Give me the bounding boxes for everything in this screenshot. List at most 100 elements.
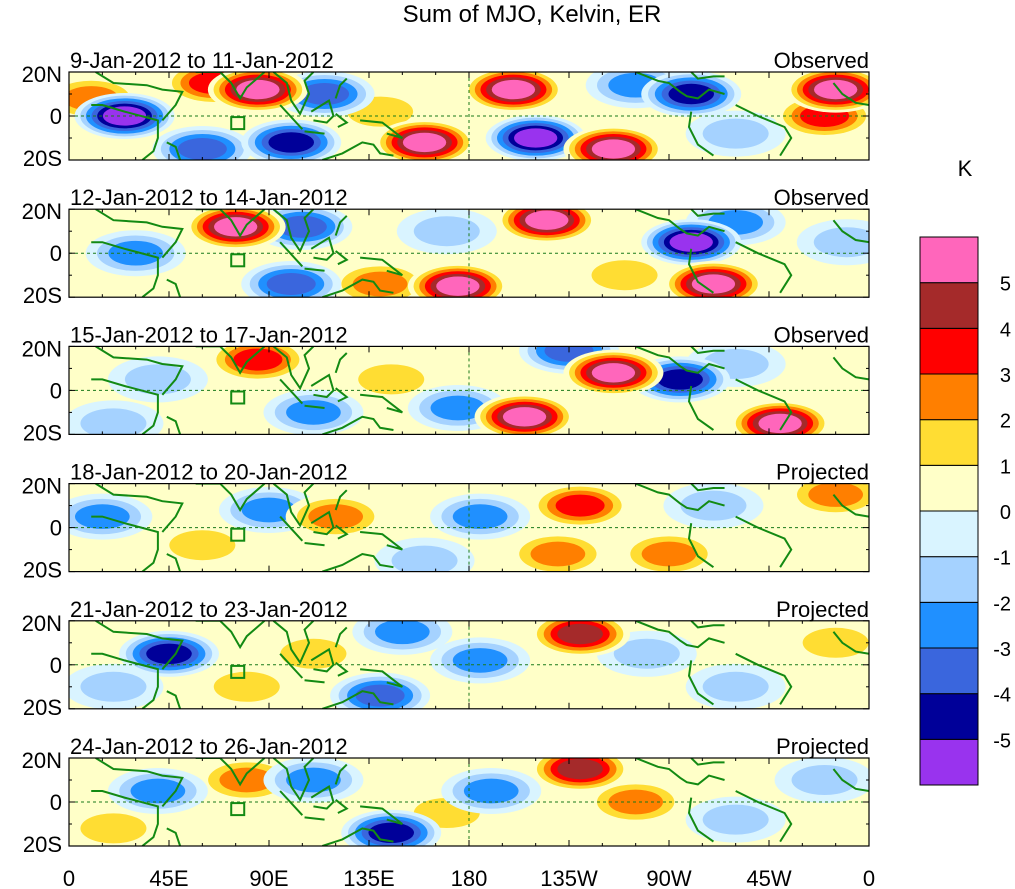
contour-band	[80, 671, 147, 702]
map-panel: 20N 0 20S 9-Jan-2012 to 11-Jan-2012 Observed	[22, 48, 870, 171]
y-tick-label: 20S	[23, 283, 62, 308]
y-tick-label: 20N	[22, 748, 62, 773]
contour-band	[691, 274, 736, 294]
panel-status: Projected	[776, 460, 869, 485]
contour-band	[286, 767, 341, 793]
coastline	[310, 373, 335, 399]
coastline	[195, 346, 266, 375]
coastline	[91, 652, 159, 709]
colorbar-label: 5	[1000, 274, 1011, 296]
contour-band	[80, 813, 147, 844]
colorbar-label: -3	[993, 639, 1011, 661]
contour-band	[502, 407, 547, 427]
coastline	[95, 346, 184, 396]
coastline	[635, 483, 725, 512]
coastline	[91, 515, 159, 572]
coastline	[690, 620, 725, 629]
coastline	[687, 660, 715, 706]
coastline	[304, 267, 325, 272]
coastline	[166, 415, 182, 435]
contour-band	[802, 627, 869, 658]
colorbar-label: 4	[1000, 319, 1011, 341]
coastline	[272, 758, 315, 802]
reference-box	[230, 802, 246, 817]
colorbar-swatch	[919, 556, 979, 603]
coastline	[335, 250, 349, 266]
contour-band	[402, 132, 447, 153]
coastline	[690, 72, 725, 80]
colorbar-label: 2	[1000, 411, 1011, 433]
x-tick-label: 90W	[646, 866, 691, 889]
colorbar-swatch	[919, 236, 979, 284]
y-tick-label: 0	[50, 241, 62, 266]
anomaly-field	[69, 209, 869, 298]
reference-box	[230, 116, 246, 131]
x-axis: 0 45E 90E 135E 180 135W 90W 45W 0	[63, 866, 875, 889]
coastline	[322, 827, 394, 846]
contour-band	[702, 671, 769, 702]
contour-band	[130, 778, 186, 804]
coastline	[334, 626, 348, 648]
coastline	[95, 620, 184, 670]
coastline	[334, 489, 348, 511]
anomaly-field	[69, 620, 869, 709]
coastline	[635, 72, 725, 100]
coastline	[690, 758, 725, 766]
x-tick-label: 180	[451, 866, 488, 889]
contour-band	[236, 79, 280, 100]
coastline	[304, 404, 325, 409]
contour-band	[657, 369, 703, 390]
chart-title: Sum of MJO, Kelvin, ER	[403, 1, 662, 28]
contour-band	[146, 643, 192, 664]
contour-band	[591, 260, 658, 291]
coastline	[310, 647, 335, 673]
colorbar-swatch	[919, 282, 979, 329]
anomaly-field	[69, 483, 869, 572]
colorbar-label: -1	[993, 548, 1011, 570]
coastline	[310, 99, 335, 124]
colorbar-swatch	[919, 693, 979, 740]
coastline	[304, 679, 325, 684]
reference-box	[230, 664, 246, 679]
panels: 20N 0 20S 9-Jan-2012 to 11-Jan-2012 Observed…	[22, 48, 870, 857]
anomaly-field	[69, 758, 869, 846]
coastline	[322, 552, 394, 572]
map-panel: 20N 0 20S 12-Jan-2012 to 14-Jan-2012 Observe…	[22, 185, 870, 308]
colorbar-swatch	[919, 419, 979, 466]
x-tick-label: 45W	[746, 866, 791, 889]
colorbar-label: -5	[993, 730, 1011, 752]
coastline	[832, 631, 869, 655]
contour-band	[177, 138, 227, 160]
coastline	[334, 215, 348, 236]
contour-band	[702, 804, 769, 835]
contour-band	[591, 363, 636, 383]
contour-band	[391, 545, 458, 572]
contour-band	[352, 271, 408, 297]
map-panel: 20N 0 20S 24-Jan-2012 to 26-Jan-2012 Project…	[22, 734, 870, 857]
contour-band	[525, 210, 569, 230]
coastline	[832, 768, 869, 792]
contour-band	[169, 530, 236, 561]
coastline	[334, 77, 348, 99]
contour-band	[808, 483, 863, 507]
contour-band	[241, 497, 297, 523]
contour-band	[591, 139, 636, 159]
contour-band	[491, 79, 536, 100]
panel-date-range: 18-Jan-2012 to 20-Jan-2012	[70, 460, 348, 485]
coastline	[690, 346, 725, 355]
contour-band	[814, 79, 858, 100]
contour-band	[758, 413, 802, 434]
contour-band	[452, 648, 508, 673]
y-tick-label: 20N	[22, 199, 62, 224]
coastline	[195, 209, 266, 238]
coastline	[360, 668, 403, 688]
contour-band	[641, 541, 697, 567]
coastline	[95, 72, 184, 122]
x-tick-label: 45E	[149, 866, 188, 889]
y-tick-label: 20S	[23, 420, 62, 445]
coastline	[735, 652, 793, 705]
anomaly-field	[69, 346, 869, 435]
coastline	[360, 256, 403, 277]
x-tick-label: 0	[63, 866, 75, 889]
